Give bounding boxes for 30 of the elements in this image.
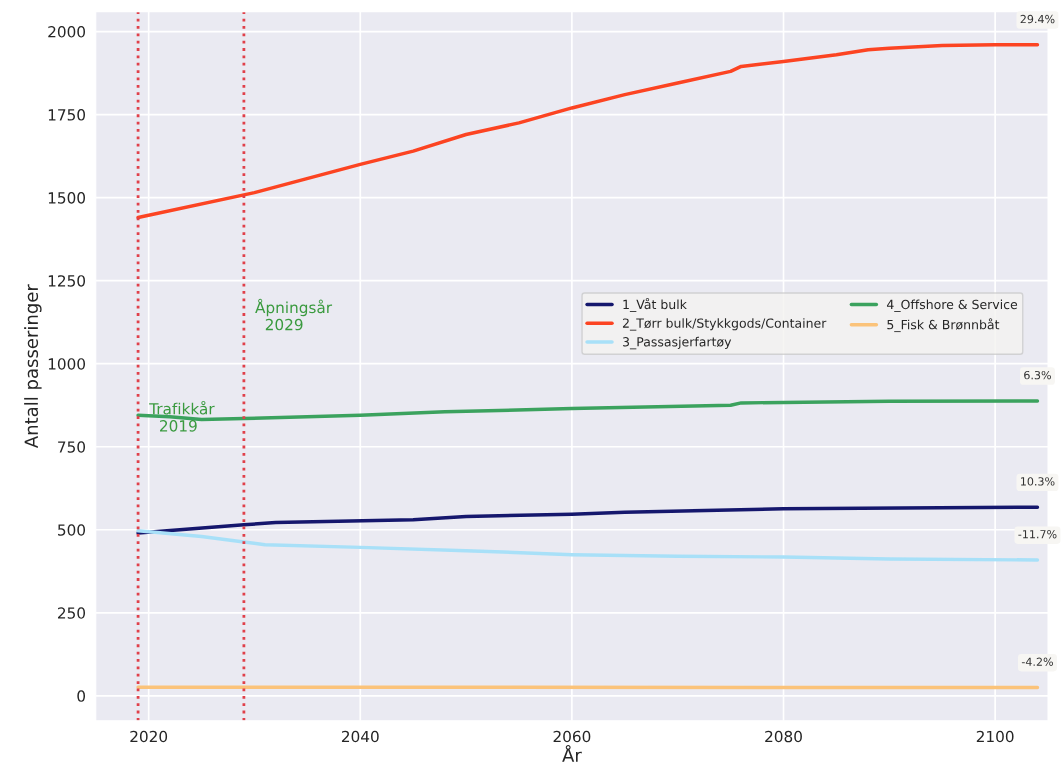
y-tick-label: 500 [58,524,86,536]
y-tick-label: 750 [58,441,86,453]
line-series [136,43,1040,220]
annotation: 29.4% [1020,14,1055,24]
x-tick-label: 2100 [976,730,1014,743]
x-tick-label: 2020 [130,730,168,743]
y-tick-label: 250 [58,607,86,619]
legend-label: 3_Passasjerfartøy [622,336,732,350]
annotation: 10.3% [1021,477,1055,486]
x-axis-title: År [562,744,582,762]
legend-label: 1_Våt bulk [623,297,687,312]
annotation: -4.2% [1021,657,1053,666]
x-tick-label: 2080 [765,730,802,743]
annotation: Åpningsår 2029 [255,298,333,331]
line-series [136,399,1040,422]
annotation: 6.3% [1024,370,1051,380]
annotation: -11.7% [1018,529,1057,539]
legend-label: 5_Fisk & Brønnbåt [887,318,1000,333]
legend-label: 2_Tørr bulk/Stykkgods/Container [622,318,827,331]
x-tick-label: 2060 [553,730,591,743]
y-tick-label: 2000 [48,26,86,38]
annotation: Trafikkår 2019 [149,400,215,432]
x-tick-label: 2040 [341,730,379,743]
y-tick-label: 1750 [48,109,86,121]
y-tick-label: 1500 [48,192,86,204]
legend-label: 4_Offshore & Service [886,299,1018,312]
y-axis-title: Antall passeringer [24,284,42,449]
y-tick-label: 1250 [48,275,86,287]
y-tick-label: 0 [77,690,86,702]
y-tick-label: 1000 [48,358,86,370]
